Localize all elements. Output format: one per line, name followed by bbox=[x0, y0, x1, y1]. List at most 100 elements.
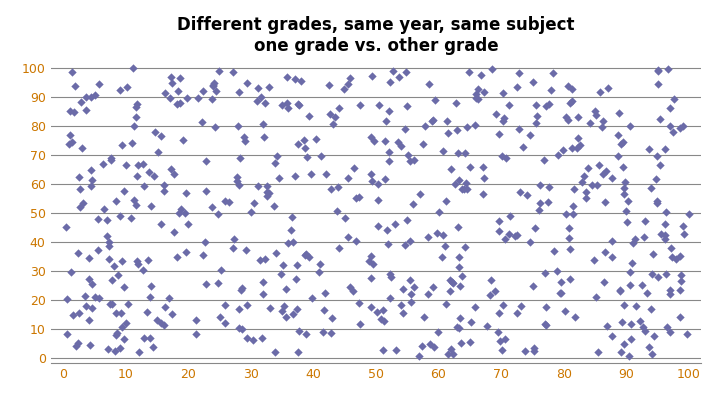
Point bbox=[505, 213, 516, 220]
Point bbox=[174, 100, 186, 107]
Point bbox=[138, 335, 150, 341]
Point bbox=[591, 112, 602, 118]
Point bbox=[599, 199, 611, 205]
Point bbox=[547, 70, 559, 76]
Point bbox=[531, 112, 543, 119]
Point bbox=[469, 304, 481, 310]
Point bbox=[666, 254, 677, 261]
Point bbox=[129, 123, 140, 130]
Point bbox=[427, 284, 439, 290]
Point bbox=[315, 153, 327, 159]
Point bbox=[261, 193, 273, 199]
Point bbox=[654, 162, 666, 169]
Point bbox=[493, 131, 505, 138]
Point bbox=[240, 247, 252, 254]
Point bbox=[94, 294, 106, 301]
Point bbox=[119, 284, 130, 291]
Point bbox=[101, 233, 113, 240]
Point bbox=[257, 290, 269, 297]
Point bbox=[268, 203, 280, 209]
Point bbox=[379, 138, 390, 144]
Point bbox=[171, 254, 183, 261]
Point bbox=[427, 116, 439, 123]
Point bbox=[453, 253, 465, 260]
Point bbox=[233, 123, 244, 129]
Point bbox=[239, 138, 251, 144]
Point bbox=[456, 185, 468, 192]
Point bbox=[85, 342, 96, 349]
Point bbox=[389, 221, 401, 227]
Point bbox=[269, 159, 281, 166]
Point bbox=[174, 75, 186, 81]
Point bbox=[301, 251, 312, 258]
Point bbox=[647, 250, 659, 257]
Point bbox=[77, 200, 89, 206]
Point bbox=[625, 123, 636, 129]
Point bbox=[478, 190, 489, 197]
Point bbox=[659, 146, 670, 152]
Point bbox=[497, 347, 508, 353]
Point bbox=[453, 325, 465, 331]
Point bbox=[527, 283, 539, 290]
Point bbox=[270, 153, 282, 160]
Point bbox=[662, 65, 674, 72]
Point bbox=[453, 264, 464, 271]
Point bbox=[640, 328, 651, 335]
Point bbox=[617, 164, 629, 170]
Point bbox=[366, 253, 377, 259]
Point bbox=[106, 300, 118, 307]
Point bbox=[166, 166, 177, 172]
Point bbox=[105, 155, 116, 161]
Point bbox=[572, 144, 583, 151]
Point bbox=[675, 272, 686, 278]
Point bbox=[93, 81, 105, 87]
Point bbox=[664, 329, 675, 336]
Point bbox=[309, 136, 321, 143]
Point bbox=[209, 80, 221, 86]
Point bbox=[329, 114, 341, 121]
Point bbox=[121, 319, 132, 326]
Point bbox=[643, 344, 654, 350]
Point bbox=[179, 210, 191, 216]
Point bbox=[568, 202, 579, 209]
Point bbox=[260, 255, 271, 262]
Point bbox=[578, 172, 590, 179]
Point bbox=[449, 181, 461, 188]
Point bbox=[61, 224, 72, 230]
Point bbox=[331, 207, 343, 214]
Point bbox=[252, 85, 263, 92]
Point bbox=[127, 140, 138, 146]
Point bbox=[651, 152, 663, 159]
Point bbox=[560, 114, 572, 120]
Point bbox=[451, 323, 463, 330]
Point bbox=[539, 156, 550, 163]
Point bbox=[629, 236, 641, 242]
Point bbox=[299, 137, 310, 144]
Point bbox=[405, 290, 416, 297]
Point bbox=[286, 214, 298, 221]
Point bbox=[190, 331, 202, 337]
Point bbox=[638, 234, 650, 241]
Point bbox=[493, 228, 505, 235]
Point bbox=[339, 215, 351, 222]
Point bbox=[236, 287, 247, 294]
Point bbox=[145, 294, 156, 300]
Point bbox=[670, 255, 682, 262]
Point bbox=[328, 121, 339, 127]
Point bbox=[265, 305, 276, 311]
Point bbox=[293, 328, 304, 335]
Point bbox=[114, 212, 126, 219]
Point bbox=[539, 321, 551, 328]
Point bbox=[383, 108, 395, 114]
Point bbox=[213, 280, 224, 286]
Point bbox=[374, 101, 385, 108]
Point bbox=[563, 225, 575, 231]
Point bbox=[517, 143, 529, 150]
Point bbox=[675, 278, 687, 284]
Point bbox=[617, 138, 629, 145]
Point bbox=[206, 204, 218, 211]
Point bbox=[130, 202, 142, 209]
Point bbox=[490, 111, 502, 118]
Point bbox=[180, 190, 192, 197]
Point bbox=[172, 88, 184, 94]
